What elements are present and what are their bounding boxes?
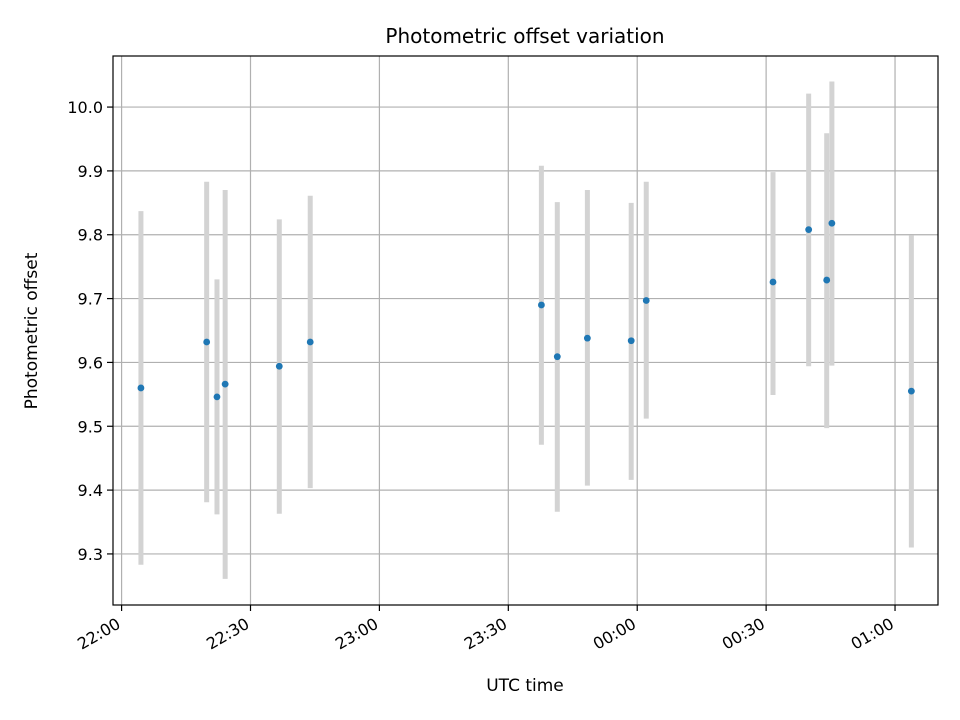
- y-tick-label: 9.3: [78, 545, 103, 564]
- data-point: [137, 384, 145, 392]
- data-point: [805, 226, 813, 234]
- y-tick-label: 9.8: [78, 226, 103, 245]
- y-tick-label: 9.5: [78, 417, 103, 436]
- y-tick-label: 10.0: [67, 98, 103, 117]
- y-tick-label: 9.6: [78, 353, 103, 372]
- data-point: [828, 219, 836, 227]
- data-point: [213, 393, 221, 401]
- data-point: [823, 276, 831, 284]
- data-point: [627, 337, 635, 345]
- y-tick-label: 9.7: [78, 290, 103, 309]
- data-points: [137, 219, 915, 401]
- data-point: [203, 338, 211, 346]
- data-point: [275, 362, 283, 370]
- x-axis-label: UTC time: [486, 676, 564, 696]
- data-point: [221, 380, 229, 388]
- data-point: [537, 301, 545, 309]
- data-point: [769, 278, 777, 286]
- data-point: [553, 353, 561, 361]
- data-point: [642, 297, 650, 304]
- chart-title: Photometric offset variation: [385, 24, 664, 48]
- grid: [113, 56, 938, 605]
- y-axis-label: Photometric offset: [22, 252, 42, 409]
- y-tick-label: 9.4: [78, 481, 103, 500]
- plot-frame: [112, 55, 939, 606]
- y-axis: 9.3 9.4 9.5 9.6 9.7 9.8 9.9 10.0: [67, 98, 113, 564]
- data-point: [907, 387, 915, 395]
- y-tick-label: 9.9: [78, 162, 103, 181]
- data-point: [306, 338, 314, 346]
- data-point: [583, 334, 591, 342]
